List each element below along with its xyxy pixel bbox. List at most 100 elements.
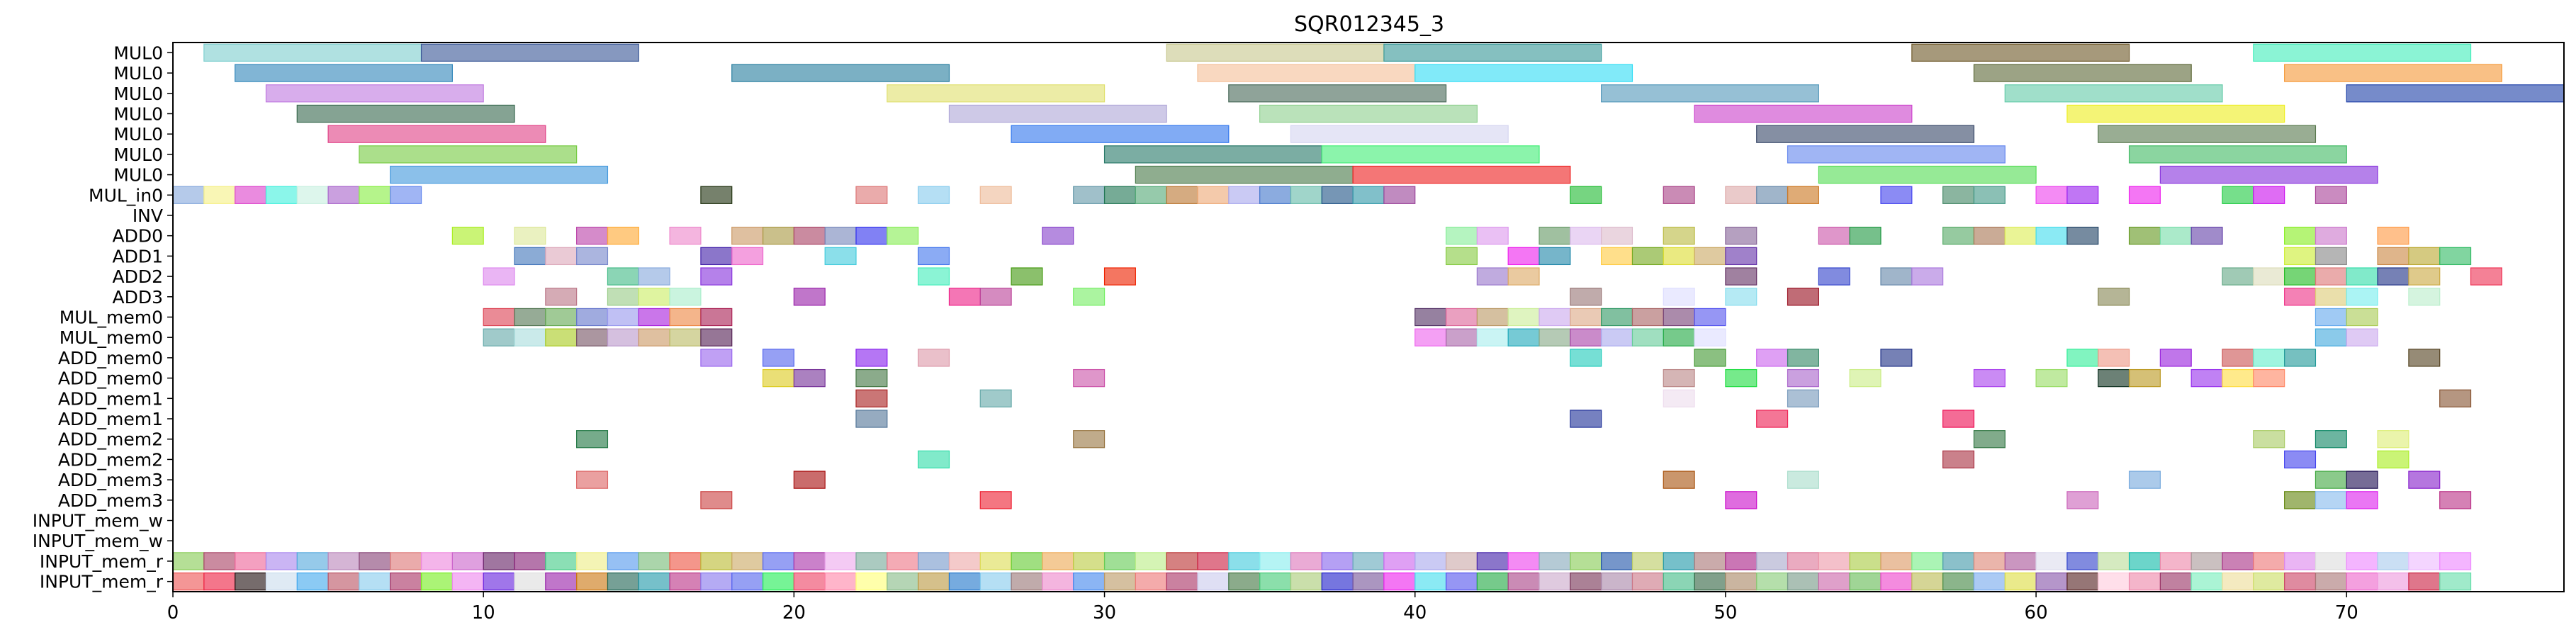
task-bar [1570, 572, 1602, 591]
task-bar [2284, 450, 2317, 469]
task-bar [1880, 349, 1913, 367]
task-bar [235, 572, 267, 591]
task-bar [172, 186, 205, 204]
task-bar [638, 267, 670, 286]
task-bar [2284, 247, 2317, 266]
task-bar [1725, 247, 1757, 266]
task-bar [2128, 368, 2161, 388]
task-bar [1942, 552, 1975, 570]
task-bar [483, 572, 515, 591]
x-tick-label: 20 [782, 602, 806, 624]
task-bar [1042, 227, 1074, 245]
task-bar [1073, 572, 1106, 591]
task-bar [979, 186, 1012, 204]
task-bar [576, 328, 609, 346]
task-bar [1383, 186, 1416, 204]
task-bar [1259, 186, 1292, 204]
task-bar [2035, 552, 2068, 570]
x-tick-label: 30 [1093, 602, 1116, 624]
task-bar [420, 552, 453, 570]
task-bar [1103, 186, 1136, 204]
task-bar [1290, 572, 1322, 591]
task-bar [2284, 572, 2317, 591]
task-bar [607, 308, 639, 327]
task-bar [607, 328, 639, 346]
task-bar [731, 227, 764, 245]
task-bar [1570, 227, 1602, 245]
task-bar [296, 104, 515, 123]
task-bar [172, 552, 205, 570]
y-tick-label: ADD0 [112, 226, 163, 247]
task-bar [700, 552, 733, 570]
task-bar [1414, 328, 1447, 346]
task-bar [1880, 186, 1913, 204]
task-bar [420, 43, 639, 62]
task-bar [793, 572, 826, 591]
task-bar [2439, 572, 2472, 591]
task-bar [1166, 552, 1198, 570]
task-bar [2315, 552, 2347, 570]
task-bar [1539, 227, 1571, 245]
task-bar [1818, 552, 1850, 570]
task-bar [1539, 308, 1571, 327]
task-bar [1663, 308, 1695, 327]
task-bar [1507, 328, 1540, 346]
task-bar [731, 552, 764, 570]
y-axis-labels: MUL0MUL0MUL0MUL0MUL0MUL0MUL0MUL_in0INVAD… [33, 43, 173, 592]
task-bar [2066, 349, 2099, 367]
task-bar [390, 165, 609, 184]
task-bar [235, 64, 453, 82]
y-tick-label: MUL_mem0 [60, 308, 163, 328]
task-bar [1073, 288, 1106, 306]
task-bar [1507, 267, 1540, 286]
task-bar [1259, 552, 1292, 570]
task-bar [1694, 572, 1726, 591]
task-bar [1880, 267, 1913, 286]
task-bar [1103, 145, 1322, 164]
task-bar [2346, 470, 2378, 489]
task-bar [2315, 267, 2347, 286]
task-bar [1476, 572, 1509, 591]
y-tick-label: ADD_mem0 [58, 368, 163, 389]
task-bar [979, 552, 1012, 570]
y-tick-label: MUL0 [113, 63, 163, 84]
task-bar [1631, 572, 1664, 591]
task-bar [1166, 43, 1385, 62]
task-bar [1476, 308, 1509, 327]
task-bar [2253, 430, 2285, 449]
plot-frame [172, 42, 2565, 592]
task-bar [948, 104, 1167, 123]
task-bar [1694, 308, 1726, 327]
task-bar [700, 328, 733, 346]
task-bar [1756, 349, 1789, 367]
task-bar [2128, 470, 2161, 489]
task-bar [2222, 552, 2254, 570]
task-bar [855, 410, 888, 428]
task-bar [762, 227, 794, 245]
task-bar [1135, 165, 1354, 184]
task-bar [1135, 572, 1167, 591]
task-bar [2377, 552, 2409, 570]
task-bar [1445, 227, 1478, 245]
task-bar [638, 308, 670, 327]
task-bar [1414, 64, 1633, 82]
task-bar [1631, 308, 1664, 327]
task-bar [576, 247, 609, 266]
task-bar [2159, 227, 2192, 245]
task-bar [669, 328, 702, 346]
task-bar [359, 145, 578, 164]
x-tick-label: 40 [1403, 602, 1427, 624]
task-bar [731, 64, 950, 82]
task-bar [1445, 572, 1478, 591]
task-bar [1290, 186, 1322, 204]
task-bar [2004, 227, 2037, 245]
task-bar [1849, 552, 1882, 570]
task-bar [1445, 308, 1478, 327]
task-bar [1973, 64, 2192, 82]
task-bar [2346, 328, 2378, 346]
task-bar [793, 470, 826, 489]
task-bar [2315, 491, 2347, 509]
task-bar [918, 450, 950, 469]
y-tick-label: INV [133, 205, 163, 226]
